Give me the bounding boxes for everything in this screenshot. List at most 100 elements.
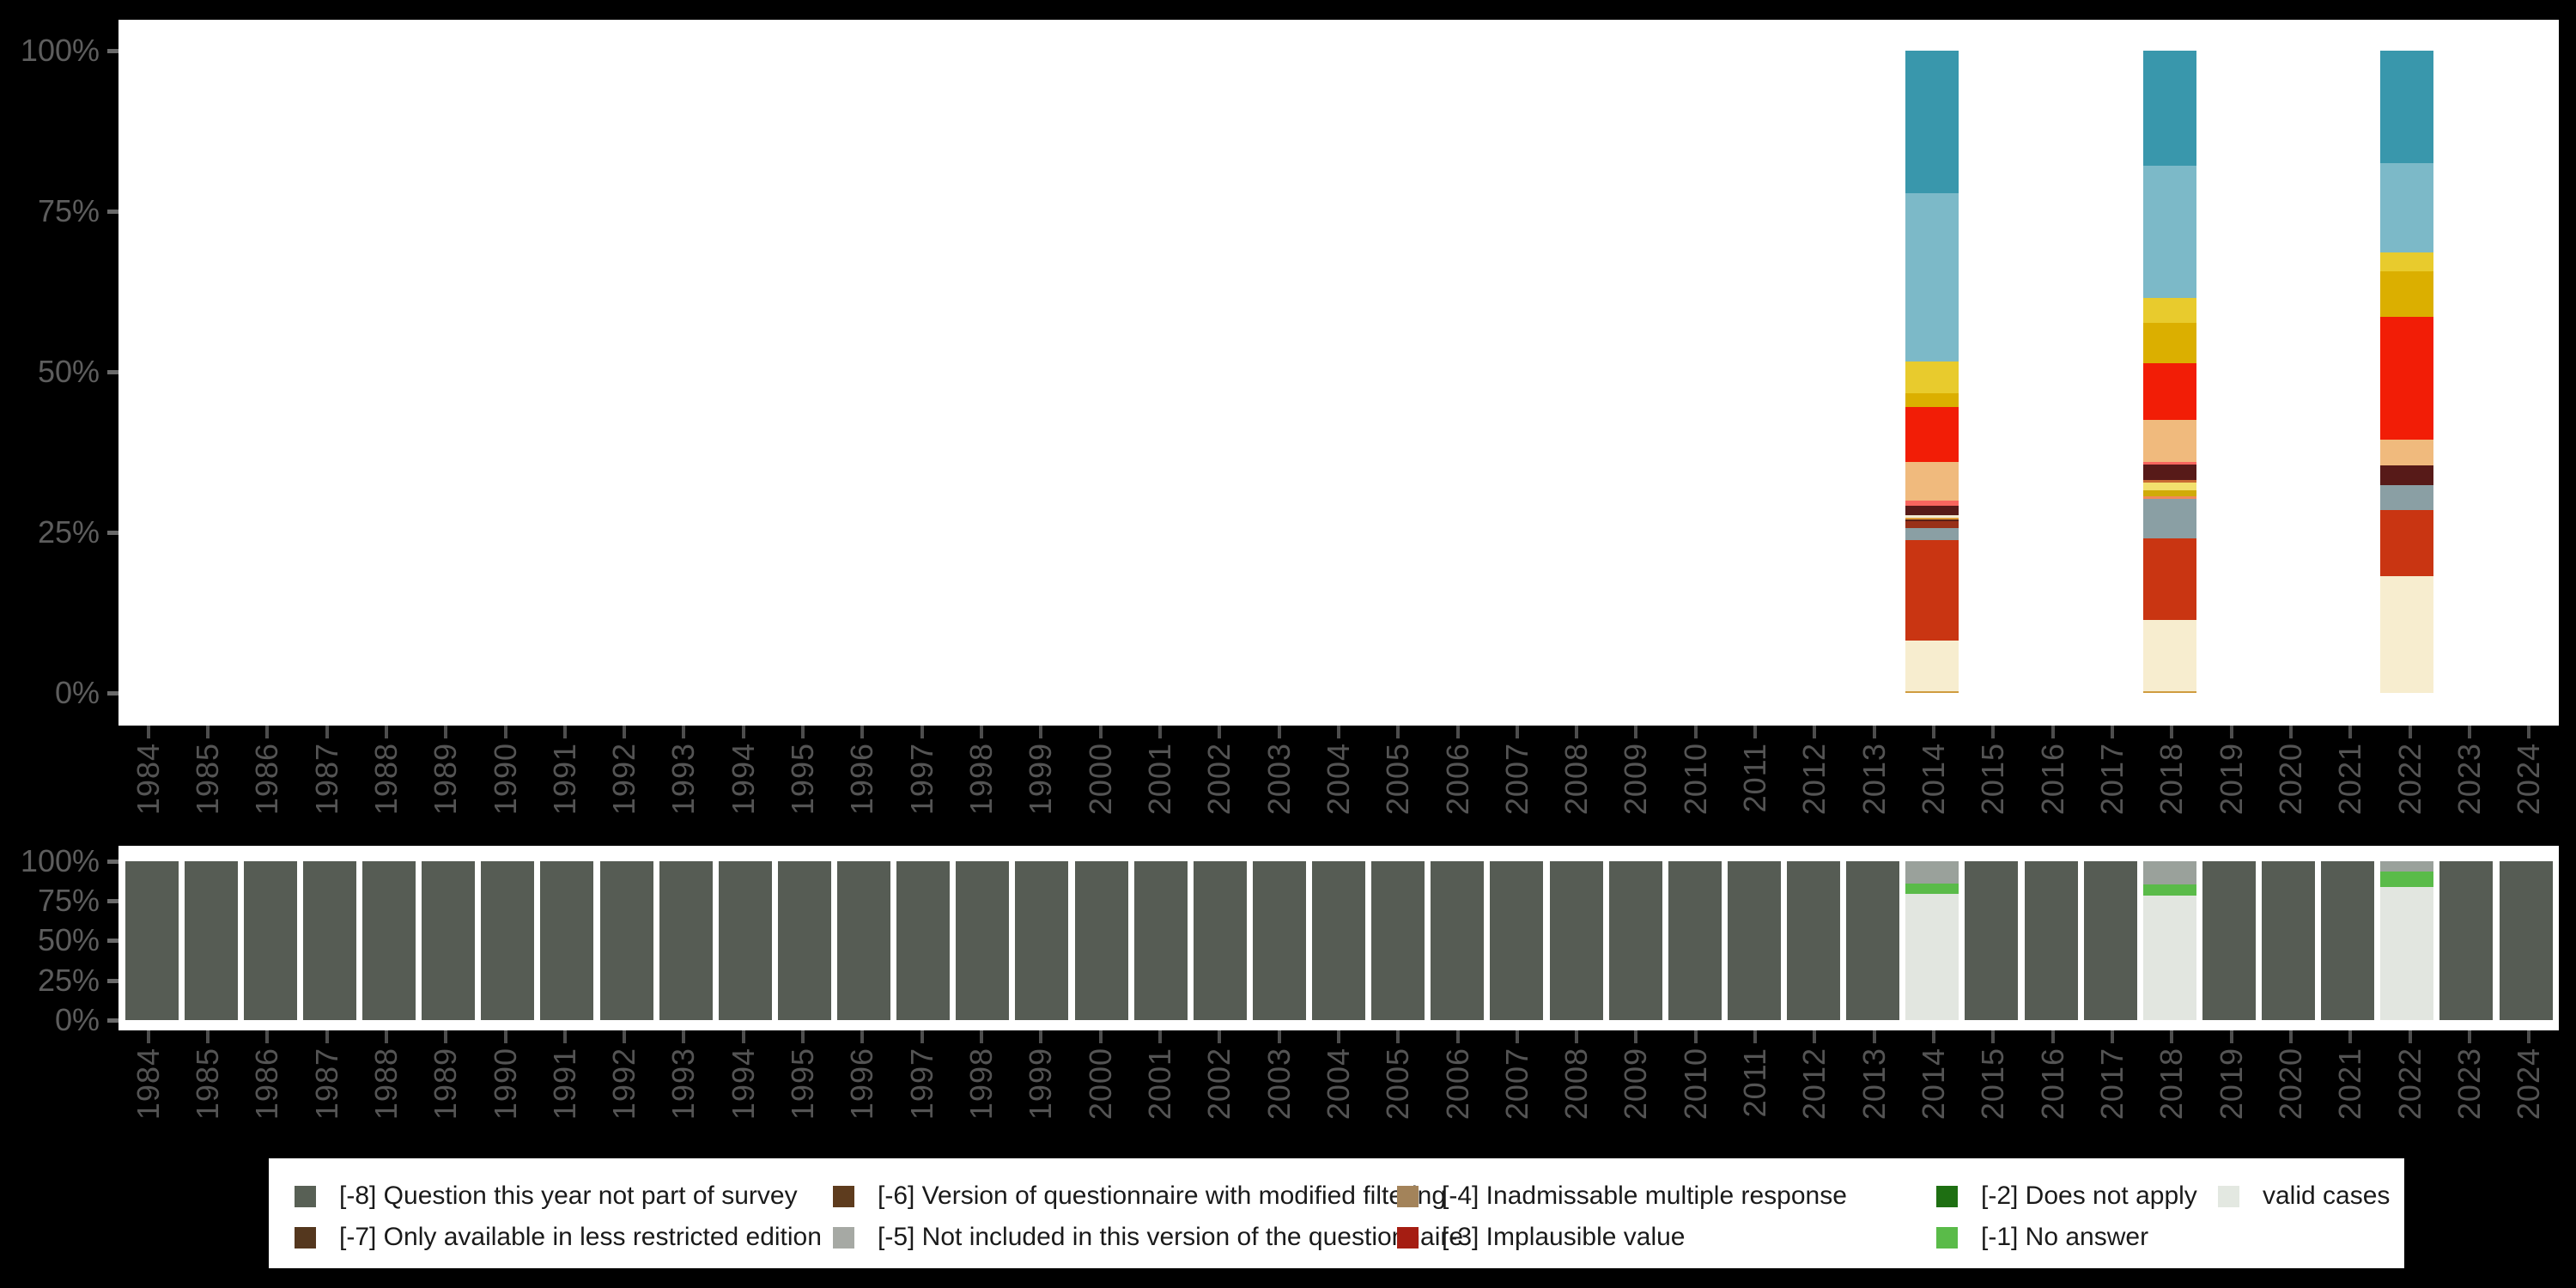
legend-swatch bbox=[295, 1185, 316, 1207]
x-axis-year-1993: 1993 bbox=[654, 1030, 714, 1151]
x-axis-year-2024: 2024 bbox=[2500, 1030, 2559, 1151]
legend-item--4: [-4] Inadmissable multiple response bbox=[1397, 1182, 1847, 1211]
x-axis-year-1994: 1994 bbox=[714, 1030, 773, 1151]
x-tick-label: 2014 bbox=[1916, 1048, 1952, 1121]
y-tick-label: 50% bbox=[37, 922, 100, 957]
bar-segment bbox=[243, 861, 297, 1020]
bar-segment bbox=[1905, 407, 1959, 462]
x-tick-mark bbox=[682, 1030, 686, 1043]
bar-slot-2013 bbox=[1844, 861, 1903, 1020]
x-tick-label: 1988 bbox=[368, 743, 404, 816]
bar-segment bbox=[2439, 861, 2494, 1020]
x-tick-mark bbox=[2408, 726, 2412, 738]
bar-slot-2012 bbox=[1784, 51, 1844, 693]
x-tick-label: 2024 bbox=[2511, 1048, 2547, 1121]
x-axis-year-2017: 2017 bbox=[2082, 726, 2142, 846]
x-axis-year-2009: 2009 bbox=[1607, 1030, 1666, 1151]
bar-segment bbox=[1549, 861, 1603, 1020]
bar-slot-1993 bbox=[656, 861, 715, 1020]
x-tick-label: 1985 bbox=[189, 1048, 225, 1121]
x-axis-year-1999: 1999 bbox=[1012, 726, 1071, 846]
x-axis-year-2011: 2011 bbox=[1725, 1030, 1784, 1151]
x-tick-mark bbox=[1813, 1030, 1817, 1043]
bar-slot-1994 bbox=[715, 861, 775, 1020]
bar-slot-2015 bbox=[1962, 861, 2021, 1020]
x-axis-year-2018: 2018 bbox=[2142, 1030, 2202, 1151]
y-tick-label: 50% bbox=[37, 354, 100, 389]
x-tick-mark bbox=[2288, 726, 2293, 738]
x-tick-label: 1988 bbox=[368, 1048, 404, 1121]
bar-segment bbox=[2380, 252, 2434, 272]
x-axis-year-2005: 2005 bbox=[1369, 726, 1428, 846]
bar-segment bbox=[2142, 297, 2196, 324]
x-tick-mark bbox=[444, 726, 448, 738]
legend-label: [-8] Question this year not part of surv… bbox=[339, 1182, 798, 1210]
y-tick-mark bbox=[107, 691, 118, 696]
x-tick-mark bbox=[801, 1030, 805, 1043]
x-tick-label: 1989 bbox=[428, 1048, 464, 1121]
stacked-bar-2012 bbox=[1787, 861, 1841, 1020]
x-axis-year-1986: 1986 bbox=[238, 726, 297, 846]
y-tick-mark bbox=[107, 899, 118, 903]
x-tick-mark bbox=[860, 726, 865, 738]
x-tick-label: 1992 bbox=[606, 743, 642, 816]
legend-item--1: [-1] No answer bbox=[1936, 1223, 2148, 1252]
x-tick-label: 1985 bbox=[189, 743, 225, 816]
bar-segment bbox=[1787, 861, 1841, 1020]
x-tick-label: 2020 bbox=[2272, 1048, 2308, 1121]
bar-segment bbox=[1193, 861, 1247, 1020]
x-tick-label: 2021 bbox=[2332, 1048, 2368, 1121]
x-tick-mark bbox=[920, 726, 924, 738]
x-tick-label: 1998 bbox=[963, 1048, 999, 1121]
bar-segment bbox=[2142, 363, 2196, 421]
bar-slot-2024 bbox=[2496, 861, 2555, 1020]
x-axis-year-2021: 2021 bbox=[2321, 726, 2380, 846]
stacked-bar-2018 bbox=[2142, 51, 2196, 693]
bar-segment bbox=[599, 861, 653, 1020]
x-axis-year-2002: 2002 bbox=[1190, 1030, 1249, 1151]
bar-slot-1991 bbox=[538, 861, 597, 1020]
bar-segment bbox=[1905, 539, 1959, 641]
bar-segment bbox=[2142, 165, 2196, 298]
stacked-bar-2020 bbox=[2262, 861, 2316, 1020]
missing-chart-x-axis: 1984 1985 1986 1987 1988 1989 1990 1991 1992 1993… bbox=[118, 1030, 2559, 1151]
x-tick-label: 2017 bbox=[2093, 1048, 2129, 1121]
bar-segment bbox=[1905, 505, 1959, 516]
x-axis-year-2019: 2019 bbox=[2202, 1030, 2261, 1151]
x-tick-label: 2023 bbox=[2451, 743, 2487, 816]
legend-swatch bbox=[1936, 1185, 1958, 1207]
bar-segment bbox=[362, 861, 416, 1020]
x-tick-mark bbox=[205, 726, 210, 738]
bar-segment bbox=[2380, 872, 2434, 888]
legend-label: [-6] Version of questionnaire with modif… bbox=[878, 1182, 1447, 1210]
x-axis-year-2016: 2016 bbox=[2023, 1030, 2082, 1151]
legend: [-8] Question this year not part of surv… bbox=[269, 1158, 2404, 1268]
x-tick-mark bbox=[1813, 726, 1817, 738]
y-tick-label: 75% bbox=[37, 193, 100, 228]
bar-slot-2020 bbox=[2259, 51, 2318, 693]
stacked-bar-2006 bbox=[1431, 861, 1485, 1020]
bar-segment bbox=[1905, 884, 1959, 894]
x-tick-mark bbox=[980, 1030, 984, 1043]
x-axis-year-2013: 2013 bbox=[1844, 1030, 1904, 1151]
legend-item--5: [-5] Not included in this version of the… bbox=[833, 1223, 1463, 1252]
stacked-bar-2010 bbox=[1668, 861, 1722, 1020]
stacked-bar-2002 bbox=[1193, 861, 1247, 1020]
bar-segment bbox=[718, 861, 772, 1020]
x-tick-label: 1997 bbox=[903, 743, 939, 816]
x-tick-mark bbox=[2229, 1030, 2233, 1043]
bar-segment bbox=[1905, 515, 1959, 518]
x-tick-mark bbox=[325, 726, 329, 738]
stacked-bar-2021 bbox=[2321, 861, 2375, 1020]
bar-segment bbox=[2142, 51, 2196, 166]
x-axis-year-2008: 2008 bbox=[1547, 726, 1607, 846]
x-axis-year-1994: 1994 bbox=[714, 726, 773, 846]
x-tick-label: 2020 bbox=[2272, 743, 2308, 816]
bar-slot-1986 bbox=[240, 51, 300, 693]
bar-slot-1996 bbox=[835, 51, 894, 693]
bar-slot-1984 bbox=[122, 861, 181, 1020]
bar-segment bbox=[2142, 499, 2196, 539]
x-axis-year-2020: 2020 bbox=[2261, 1030, 2320, 1151]
bar-slot-1999 bbox=[1012, 51, 1072, 693]
x-tick-label: 2021 bbox=[2332, 743, 2368, 816]
